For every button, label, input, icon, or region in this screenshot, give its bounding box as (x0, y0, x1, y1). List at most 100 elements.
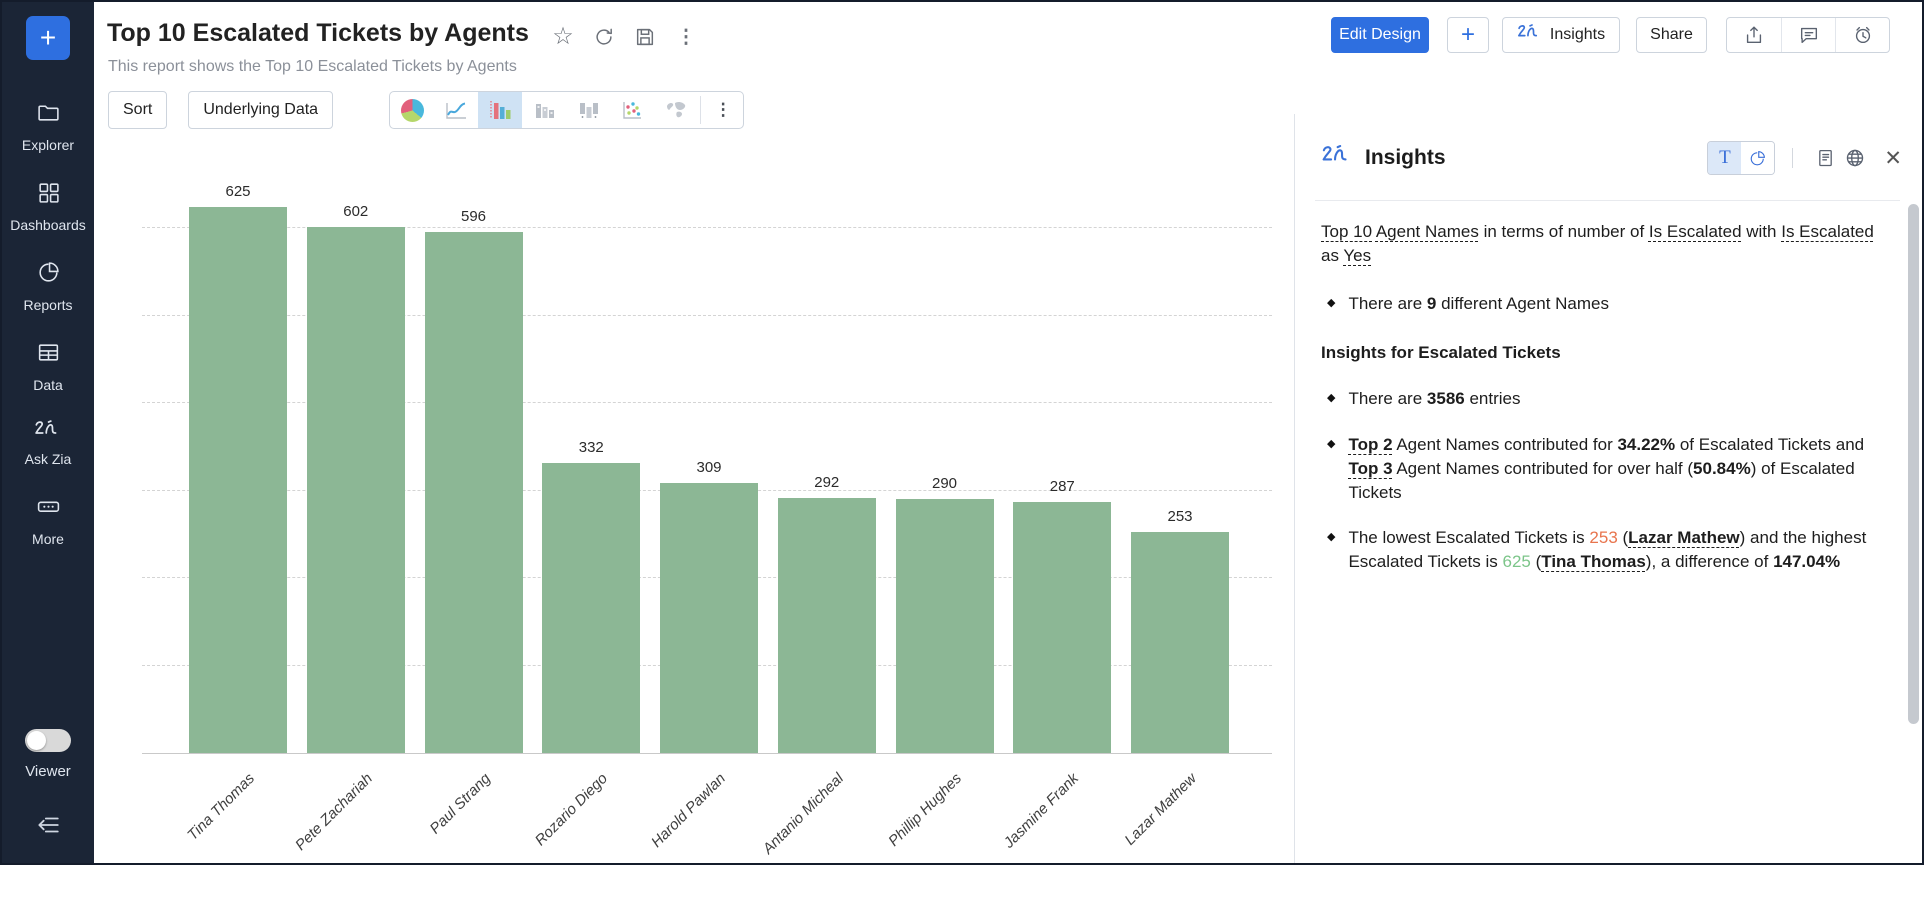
table-icon (36, 340, 61, 370)
map-chart-type-icon[interactable] (654, 92, 698, 128)
updown-bar-chart-type-icon[interactable] (566, 92, 610, 128)
copy-document-icon[interactable] (1810, 148, 1840, 169)
pie-chart-icon (36, 260, 61, 290)
share-button[interactable]: Share (1636, 17, 1707, 53)
export-icon[interactable] (1727, 18, 1781, 52)
chart-view-tab[interactable] (1741, 142, 1774, 174)
grouped-bar-chart-type-icon[interactable] (522, 92, 566, 128)
folder-icon (36, 100, 61, 130)
insight-text: different Agent Names (1436, 294, 1609, 313)
insight-term[interactable]: Is Escalated (1649, 222, 1742, 241)
insights-button[interactable]: Insights (1502, 17, 1620, 53)
bar-value-label: 332 (521, 439, 661, 456)
insight-text: 253 (1589, 528, 1617, 547)
close-icon[interactable]: ✕ (1884, 146, 1902, 171)
viewer-mode-toggle[interactable] (25, 729, 71, 752)
pie-chart-type-icon[interactable] (390, 92, 434, 128)
insight-text: entries (1465, 389, 1521, 408)
more-options-icon[interactable]: ⋮ (673, 24, 699, 50)
alerts-clock-icon[interactable] (1835, 18, 1889, 52)
sidebar-footer: Viewer (2, 729, 94, 841)
refresh-icon[interactable] (591, 24, 617, 50)
insight-term[interactable]: Top 3 (1348, 459, 1392, 478)
insight-text: 9 (1427, 294, 1436, 313)
sidebar-nav: Explorer Dashboards Reports Data Ask Zia (2, 100, 94, 547)
insight-term[interactable]: Is Escalated (1781, 222, 1874, 241)
sort-button[interactable]: Sort (108, 91, 167, 129)
insight-bullet-text: Top 2 Agent Names contributed for 34.22%… (1348, 433, 1882, 504)
diamond-bullet-icon: ◆ (1327, 296, 1335, 316)
bar-phillip-hughes[interactable] (896, 499, 994, 753)
insight-term[interactable]: Top 2 (1348, 435, 1392, 454)
language-globe-icon[interactable] (1840, 147, 1870, 169)
page-title: Top 10 Escalated Tickets by Agents (107, 19, 529, 48)
insight-bullet: ◆ The lowest Escalated Tickets is 253 (La… (1321, 526, 1882, 574)
bar-value-label: 596 (404, 208, 544, 225)
chart-type-switcher: ⋮ (389, 91, 744, 129)
insight-bullet-text: There are 3586 entries (1348, 387, 1520, 411)
sidebar-item-dashboards[interactable]: Dashboards (2, 180, 94, 233)
sidebar-item-label: Ask Zia (25, 451, 72, 467)
sidebar-item-data[interactable]: Data (2, 340, 94, 393)
insight-text: 34.22% (1617, 435, 1675, 454)
sidebar-item-explorer[interactable]: Explorer (2, 100, 94, 153)
insight-term[interactable]: Yes (1343, 246, 1371, 265)
insight-bullet-text: There are 9 different Agent Names (1348, 292, 1609, 316)
insight-text: The lowest Escalated Tickets is (1348, 528, 1589, 547)
insight-term[interactable]: Lazar Mathew (1628, 528, 1739, 547)
bar-pete-zachariah[interactable] (307, 227, 405, 753)
viewer-label: Viewer (25, 763, 71, 780)
sidebar-item-label: Dashboards (10, 217, 86, 233)
insight-text: There are (1348, 294, 1426, 313)
scatter-chart-type-icon[interactable] (610, 92, 654, 128)
zia-icon (1517, 24, 1542, 46)
bar-rozario-diego[interactable] (542, 463, 640, 753)
bar-chart[interactable]: 625Tina Thomas602Pete Zachariah596Paul S… (142, 142, 1272, 754)
bar-paul-strang[interactable] (425, 232, 523, 753)
bar-antanio-micheal[interactable] (778, 498, 876, 753)
comments-icon[interactable] (1781, 18, 1835, 52)
bar-chart-type-icon[interactable] (478, 92, 522, 128)
insight-term[interactable]: Top 10 (1321, 222, 1372, 241)
diamond-bullet-icon: ◆ (1327, 530, 1335, 574)
insight-text: with (1742, 222, 1782, 241)
bar-lazar-mathew[interactable] (1131, 532, 1229, 753)
insights-bullet-list: ◆ There are 9 different Agent Names (1321, 292, 1882, 316)
sidebar-item-ask-zia[interactable]: Ask Zia (2, 420, 94, 467)
chart-toolbar: Sort Underlying Data ⋮ (108, 91, 744, 129)
favorite-star-icon[interactable]: ☆ (550, 24, 576, 50)
bar-harold-pawlan[interactable] (660, 483, 758, 753)
insight-text: in terms of number of (1479, 222, 1649, 241)
insights-panel-tools: T ✕ (1707, 141, 1902, 175)
insight-text: There are (1348, 389, 1426, 408)
insights-panel-header: Insights T ✕ (1321, 138, 1902, 178)
insight-text: Agent Names contributed for over half ( (1393, 459, 1694, 478)
more-chart-types-icon[interactable]: ⋮ (703, 92, 743, 128)
line-chart-type-icon[interactable] (434, 92, 478, 128)
sidebar-item-more[interactable]: More (2, 494, 94, 547)
insight-bullet-text: The lowest Escalated Tickets is 253 (Laz… (1348, 526, 1882, 574)
collapse-sidebar-icon[interactable] (35, 814, 61, 841)
underlying-data-button[interactable]: Underlying Data (188, 91, 333, 129)
top-actions: Edit Design + Insights Share ⚙ (1331, 17, 1924, 53)
bar-tina-thomas[interactable] (189, 207, 287, 753)
insight-term[interactable]: Agent Names (1376, 222, 1479, 241)
bar-jasmine-frank[interactable] (1013, 502, 1111, 753)
edit-design-button[interactable]: Edit Design (1331, 17, 1429, 53)
insight-text: ), a difference of (1646, 552, 1773, 571)
save-icon[interactable] (632, 24, 658, 50)
panel-scrollbar[interactable] (1908, 204, 1919, 724)
page-subtitle: This report shows the Top 10 Escalated T… (108, 58, 517, 76)
toolbar-divider (700, 96, 701, 124)
report-quick-actions: ☆ ⋮ (550, 24, 699, 50)
insights-bullet-list: ◆There are 3586 entries◆Top 2 Agent Name… (1321, 387, 1882, 574)
add-button[interactable]: + (1447, 17, 1489, 53)
create-new-button[interactable]: + (26, 16, 70, 60)
insights-panel-title: Insights (1365, 146, 1446, 170)
sidebar-item-reports[interactable]: Reports (2, 260, 94, 313)
sidebar: + Explorer Dashboards Reports Data (2, 2, 94, 863)
text-view-tab[interactable]: T (1708, 142, 1741, 174)
insights-view-toggle: T (1707, 141, 1775, 175)
insight-text: 147.04% (1773, 552, 1840, 571)
insight-term[interactable]: Tina Thomas (1541, 552, 1646, 571)
